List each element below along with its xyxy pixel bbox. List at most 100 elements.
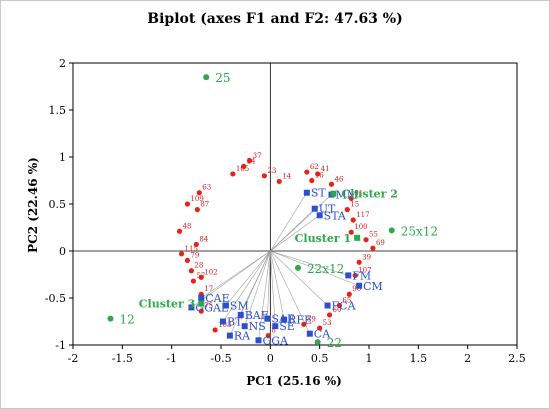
observation-point (261, 173, 268, 179)
observation-point (370, 245, 376, 251)
observation-label: 105 (236, 165, 249, 173)
supplementary-label: 12 (119, 313, 134, 327)
observation-label: 8 (271, 327, 275, 335)
x-tick-label: -0.5 (210, 352, 231, 365)
variable-point (345, 272, 352, 279)
loading-line (201, 250, 271, 299)
variable-point (241, 323, 248, 330)
observation-label: 37 (253, 152, 262, 160)
variable-point (219, 318, 226, 325)
variable-label: ST (311, 187, 327, 200)
observation-point (317, 325, 323, 331)
loading-line (270, 250, 285, 320)
loading-line (258, 250, 271, 341)
variable-label: BAE (245, 309, 269, 322)
observation-point (247, 158, 253, 164)
clusters-group: Cluster 1 Cluster 2 Cluster 3 (139, 188, 398, 311)
variable-point (264, 315, 271, 322)
cluster-label: Cluster 1 (295, 232, 351, 245)
variable-point (316, 212, 323, 219)
observation-label: 16 (315, 172, 324, 180)
cluster-point (198, 300, 205, 307)
variable-point (324, 302, 331, 309)
variable-point (188, 304, 195, 311)
observation-label: 65 (342, 297, 351, 305)
observation-label: 57 (196, 272, 205, 280)
observation-label: 46 (335, 175, 344, 183)
observation-point (188, 268, 194, 274)
variable-label: STA (324, 209, 347, 222)
variable-point (356, 282, 363, 289)
observation-label: 60 (333, 306, 342, 314)
variable-label: GGA (262, 334, 289, 347)
observation-label: 69 (376, 239, 385, 247)
observation-label: 117 (356, 211, 369, 219)
observation-point (265, 333, 271, 339)
supplementary-point (107, 315, 114, 322)
observation-point (230, 171, 236, 177)
y-tick-label: 1 (59, 151, 66, 164)
x-tick-label: -2 (68, 352, 79, 365)
supplementary-label: 22 (327, 336, 342, 350)
observation-label: 53 (323, 319, 332, 327)
chart-title: Biplot (axes F1 and F2: 47.63 %) (147, 11, 403, 27)
observation-point (328, 181, 335, 187)
loading-line (270, 250, 349, 276)
observation-point (304, 169, 310, 175)
loading-line (244, 250, 271, 327)
y-tick-label: -0.5 (45, 292, 66, 305)
variable-point (272, 323, 279, 330)
observation-point (301, 321, 307, 327)
cluster-point (330, 190, 337, 197)
variable-label: CAE (205, 292, 229, 305)
loading-line (225, 250, 271, 306)
observation-label: 48 (183, 222, 192, 230)
observation-label: 90 (352, 285, 361, 293)
observation-point (363, 237, 369, 243)
observation-label: 28 (194, 262, 203, 270)
observation-point (356, 259, 362, 265)
observation-label: 15 (350, 201, 359, 209)
loading-line (270, 208, 315, 252)
loadings-group (191, 192, 360, 341)
supplementary-point (314, 339, 321, 346)
observation-point (184, 201, 191, 207)
observation-label: 91 (354, 189, 363, 197)
loading-line (270, 215, 320, 252)
variable-point (226, 332, 233, 339)
loading-line (191, 250, 271, 308)
observation-point (276, 178, 282, 185)
variable-point (303, 189, 310, 196)
observation-label: 23 (267, 167, 276, 175)
supplementary-point (388, 227, 395, 234)
cluster-point (354, 234, 361, 241)
observation-label: 39 (362, 253, 371, 261)
observation-label: 75 (204, 302, 213, 310)
variable-label: UT (319, 203, 336, 216)
supplementary-group: 25 12 25x12 22x12 22 (107, 71, 438, 350)
x-tick-label: 0 (267, 352, 274, 365)
observation-point (336, 302, 342, 309)
supplementary-label: 25 (215, 71, 230, 85)
observation-point (352, 272, 358, 279)
supplementary-label: 22x12 (307, 262, 344, 276)
y-tick-label: 2 (59, 57, 66, 70)
observation-point (198, 308, 204, 314)
observation-label: 107 (358, 266, 371, 274)
observation-label: 17 (204, 285, 213, 293)
variable-point (306, 330, 313, 337)
observation-label: 63 (202, 184, 211, 192)
observation-point (194, 207, 200, 213)
observation-label: 109 (190, 195, 203, 203)
observation-point (346, 291, 352, 297)
x-tick-label: -1.5 (112, 352, 133, 365)
loading-line (270, 250, 328, 306)
observation-label: 79 (190, 251, 199, 259)
observation-point (190, 278, 196, 284)
x-axis-title: PC1 (25.16 %) (246, 374, 342, 388)
variable-label: NS (249, 320, 266, 333)
supplementary-point (203, 74, 210, 81)
